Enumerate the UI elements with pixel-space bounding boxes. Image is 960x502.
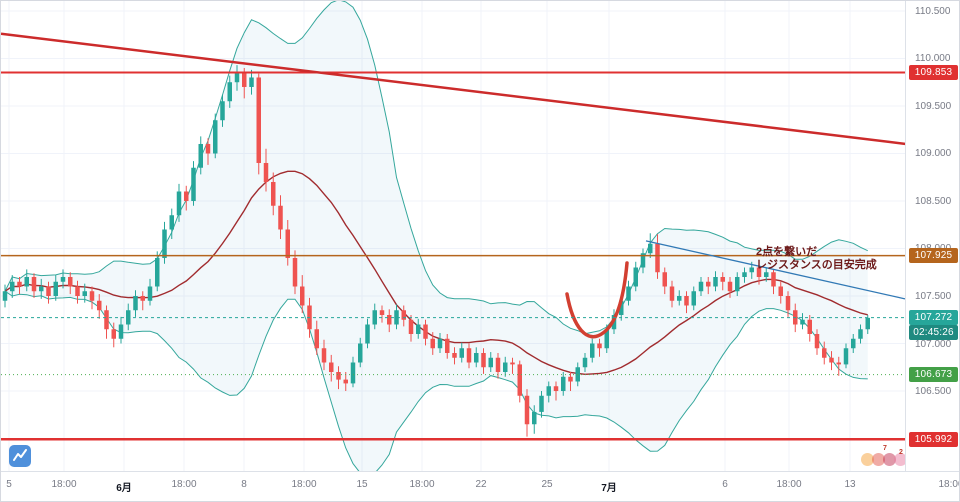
watermark-circle: [883, 453, 896, 466]
price-tick-label: 106.500: [915, 386, 952, 397]
price-tick-label: 109.000: [915, 148, 952, 160]
trendlines[interactable]: [1, 32, 906, 300]
watermark-digit: 7: [883, 445, 887, 452]
badge-resistance-109853: 109.853: [909, 64, 958, 80]
watermark-circle: [872, 453, 885, 466]
price-tick-label: 107.500: [915, 290, 952, 302]
watermark-circle: [861, 453, 874, 466]
time-axis[interactable]: 5 18:00 6月 18:00 8 18:00 15 18:00 22 25 7月 6 18:00 13…: [1, 471, 959, 501]
horizontal-price-lines[interactable]: [1, 71, 906, 441]
price-tick-label: 110.000: [915, 53, 951, 65]
time-tick-month-label: 7月: [601, 483, 617, 494]
tradingview-logo[interactable]: [9, 445, 31, 467]
annotation-line1: 2点を繋いだ: [756, 246, 818, 258]
price-tick-label: 108.500: [915, 195, 952, 207]
grid-lines: [1, 1, 906, 471]
watermark-digit: 2: [899, 449, 903, 456]
time-tick-label: 5: [6, 479, 12, 490]
annotation-line2: レジスタンスの目安完成: [756, 259, 877, 271]
price-tick-label: 107.000: [915, 338, 952, 350]
annotation-text: 2点を繋いだ レジスタンスの目安完成: [756, 246, 877, 272]
time-tick-label: 8: [241, 479, 247, 490]
price-tick-label: 109.500: [915, 100, 952, 112]
time-tick-label: 13: [844, 479, 856, 490]
time-tick-label: 6: [722, 479, 728, 490]
time-tick-month-label: 6月: [116, 483, 132, 494]
freehand-annotation-curve[interactable]: [565, 261, 629, 339]
time-tick-label: 22: [475, 479, 487, 490]
candlestick-series: [2, 65, 870, 437]
time-tick-label: 18:00: [171, 479, 197, 490]
time-tick-label: 18:00: [291, 479, 317, 490]
time-tick-label: 18:00: [776, 479, 802, 490]
badge-last-price: 107.272: [909, 310, 958, 326]
blue-resistance-guideline[interactable]: [645, 240, 906, 300]
badge-countdown: 02:45:26: [909, 325, 958, 341]
mountain-icon: [13, 449, 27, 461]
time-tick-label: 18:00: [51, 479, 77, 490]
badge-support-106673: 106.673: [909, 367, 958, 383]
badge-pivot-107925: 107.925: [909, 248, 958, 264]
time-tick-label: 18:00: [938, 479, 959, 490]
time-tick-label: 18:00: [409, 479, 435, 490]
time-tick-label: 15: [356, 479, 368, 490]
descending-resistance-trendline[interactable]: [1, 32, 906, 146]
price-tick-label: 110.500: [915, 5, 951, 17]
time-tick-label: 25: [541, 479, 553, 490]
price-axis[interactable]: 110.500110.000109.500109.000108.500108.0…: [905, 1, 959, 471]
chart-canvas[interactable]: [1, 1, 906, 471]
watermark-circle: [894, 453, 907, 466]
badge-lower-105992: 105.992: [909, 431, 958, 447]
